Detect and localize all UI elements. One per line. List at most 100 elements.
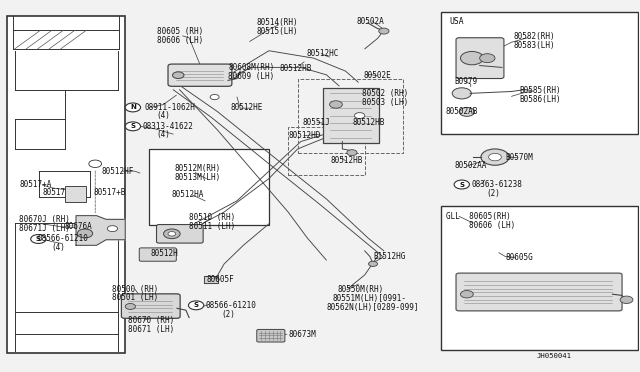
FancyBboxPatch shape	[257, 330, 285, 342]
Polygon shape	[204, 276, 218, 283]
Text: B1512HG: B1512HG	[374, 252, 406, 261]
Circle shape	[481, 149, 509, 165]
Text: 80512M(RH): 80512M(RH)	[174, 164, 221, 173]
Circle shape	[89, 160, 102, 167]
Circle shape	[461, 51, 483, 65]
Circle shape	[488, 153, 501, 161]
Text: 08566-61210: 08566-61210	[38, 234, 88, 244]
Text: B0585(RH): B0585(RH)	[519, 86, 561, 95]
Bar	[288, 127, 365, 175]
Text: 08313-41622: 08313-41622	[143, 122, 193, 131]
Text: 80605G: 80605G	[505, 253, 533, 262]
Text: S: S	[36, 236, 41, 242]
Circle shape	[479, 54, 495, 62]
Text: 80512HF: 80512HF	[102, 167, 134, 176]
Text: (2): (2)	[486, 189, 500, 198]
Text: S: S	[194, 302, 198, 308]
Text: B0979: B0979	[454, 77, 477, 86]
Text: (4): (4)	[52, 243, 66, 252]
Text: 80514(RH): 80514(RH)	[256, 19, 298, 28]
Text: (4): (4)	[156, 111, 170, 120]
Text: 80512HA: 80512HA	[172, 190, 204, 199]
Text: 80502E: 80502E	[364, 71, 391, 80]
Text: 80671 (LH): 80671 (LH)	[129, 324, 175, 334]
FancyBboxPatch shape	[323, 88, 379, 143]
Text: 80503 (LH): 80503 (LH)	[362, 98, 408, 107]
Text: 80517: 80517	[42, 188, 65, 197]
Text: 80551J: 80551J	[302, 118, 330, 127]
Text: 80583(LH): 80583(LH)	[513, 41, 555, 50]
Text: 80512HC: 80512HC	[307, 49, 339, 58]
Text: N: N	[130, 105, 136, 110]
Text: 08566-61210: 08566-61210	[205, 301, 256, 310]
Text: B0570M: B0570M	[505, 153, 533, 161]
Text: 80582(RH): 80582(RH)	[513, 32, 555, 41]
FancyBboxPatch shape	[456, 38, 504, 78]
Circle shape	[77, 229, 93, 238]
Text: 80606 (LH): 80606 (LH)	[157, 36, 204, 45]
FancyBboxPatch shape	[157, 225, 203, 243]
Circle shape	[188, 301, 204, 310]
Text: 80605 (RH): 80605 (RH)	[157, 27, 204, 36]
Text: S: S	[460, 182, 464, 187]
Bar	[149, 149, 269, 225]
Text: 80671J (LH): 80671J (LH)	[19, 224, 70, 233]
Text: 80501 (LH): 80501 (LH)	[113, 294, 159, 302]
Text: 08911-1062H: 08911-1062H	[145, 103, 195, 112]
Circle shape	[31, 235, 46, 243]
Text: 80512HB: 80512HB	[280, 64, 312, 73]
Text: (4): (4)	[156, 130, 170, 140]
Circle shape	[125, 103, 141, 112]
Circle shape	[620, 296, 633, 304]
Text: 80502A: 80502A	[356, 17, 384, 26]
Text: GLL  80605(RH): GLL 80605(RH)	[447, 212, 511, 221]
FancyBboxPatch shape	[140, 248, 176, 261]
Text: 80502 (RH): 80502 (RH)	[362, 89, 408, 98]
Text: 80515(LH): 80515(LH)	[256, 27, 298, 36]
Circle shape	[454, 180, 469, 189]
Text: 80670 (RH): 80670 (RH)	[129, 316, 175, 325]
Text: 80512HE: 80512HE	[230, 103, 263, 112]
Circle shape	[125, 304, 136, 310]
Text: 80608M(RH): 80608M(RH)	[228, 63, 275, 72]
Text: S: S	[131, 124, 136, 129]
Circle shape	[369, 261, 378, 266]
Bar	[7, 16, 125, 353]
Circle shape	[125, 122, 141, 131]
Circle shape	[330, 101, 342, 108]
Circle shape	[168, 232, 175, 236]
Circle shape	[355, 113, 365, 119]
Text: 80676A: 80676A	[65, 222, 92, 231]
Circle shape	[173, 72, 184, 78]
Text: 80606 (LH): 80606 (LH)	[469, 221, 516, 230]
Text: 80512H: 80512H	[150, 249, 178, 258]
FancyBboxPatch shape	[122, 294, 180, 318]
Text: 80551M(LH)[0991-: 80551M(LH)[0991-	[333, 294, 407, 303]
Circle shape	[460, 108, 474, 116]
Text: 80502AB: 80502AB	[446, 108, 478, 116]
Text: 80517+B: 80517+B	[93, 188, 125, 197]
Text: JH050041: JH050041	[537, 353, 572, 359]
Bar	[298, 78, 403, 153]
Text: 80609 (LH): 80609 (LH)	[228, 72, 275, 81]
Circle shape	[108, 226, 118, 232]
Text: 80500 (RH): 80500 (RH)	[113, 285, 159, 294]
Text: 80510 (RH): 80510 (RH)	[189, 213, 236, 222]
Text: 80502AA: 80502AA	[454, 161, 486, 170]
Text: 80550M(RH): 80550M(RH)	[337, 285, 383, 294]
Circle shape	[210, 94, 219, 100]
Text: USA: USA	[450, 17, 464, 26]
Text: 80512HB: 80512HB	[331, 156, 364, 165]
Text: 80511 (LH): 80511 (LH)	[189, 222, 236, 231]
Text: B0586(LH): B0586(LH)	[519, 95, 561, 104]
Text: 80512HB: 80512HB	[353, 118, 385, 127]
Text: 08363-61238: 08363-61238	[471, 180, 522, 189]
Bar	[442, 206, 638, 350]
Text: 80517+A: 80517+A	[20, 180, 52, 189]
Circle shape	[461, 291, 473, 298]
FancyBboxPatch shape	[168, 64, 232, 86]
Circle shape	[452, 88, 471, 99]
FancyBboxPatch shape	[65, 186, 86, 202]
Text: 80605F: 80605F	[206, 275, 234, 284]
FancyBboxPatch shape	[456, 273, 622, 311]
